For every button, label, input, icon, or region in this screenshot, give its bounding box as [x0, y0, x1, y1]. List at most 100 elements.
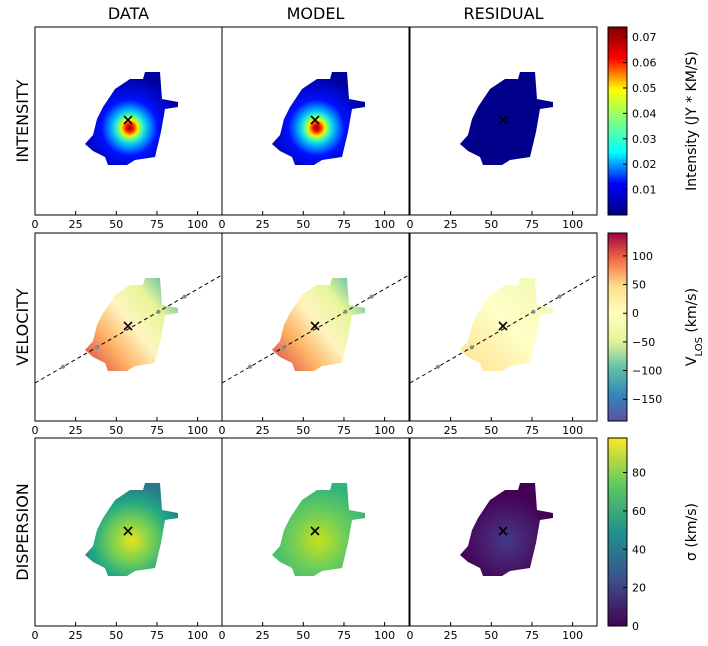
x-tick-label: 50: [296, 629, 310, 642]
center-marker: [123, 321, 133, 331]
row-title: INTENSITY: [13, 79, 32, 162]
sample-dot: [61, 364, 66, 369]
column-title: DATA: [108, 4, 149, 23]
colorbar-label-part: V: [684, 356, 700, 366]
x-tick-label: 25: [444, 218, 458, 231]
colorbar-tick-label: 0.03: [632, 133, 657, 146]
x-tick-label: 75: [150, 424, 164, 437]
x-tick-label: 75: [337, 629, 351, 642]
colorbar-tick-label: 80: [632, 467, 646, 480]
colorbar-tick-label: 50: [632, 279, 646, 292]
x-tick-label: 50: [296, 218, 310, 231]
x-tick-label: 50: [484, 218, 498, 231]
x-tick-label: 100: [374, 218, 395, 231]
colorbar-tick-label: 0: [632, 307, 639, 320]
x-tick-label: 100: [187, 218, 208, 231]
x-tick-label: 25: [256, 629, 270, 642]
sample-dot: [531, 309, 536, 314]
sample-dot: [469, 345, 474, 350]
colorbar-label: Intensity (JY * KM/S): [684, 51, 700, 191]
x-tick-label: 75: [525, 424, 539, 437]
x-tick-label: 50: [484, 424, 498, 437]
row-title: VELOCITY: [13, 288, 32, 366]
colorbar-tick-label: 20: [632, 582, 646, 595]
colorbar-label: σ (km/s): [684, 503, 700, 561]
x-tick-label: 75: [525, 218, 539, 231]
colorbar: [607, 232, 628, 422]
position-angle-line: [409, 274, 598, 384]
colorbar-label-part: Intensity (JY * KM/S): [684, 51, 700, 191]
x-tick-label: 0: [219, 424, 226, 437]
center-marker: [498, 321, 508, 331]
position-angle-line: [34, 274, 223, 384]
map-blob: [272, 72, 365, 165]
center-marker: [498, 526, 508, 536]
x-tick-label: 100: [562, 218, 583, 231]
panel-frame: [409, 437, 598, 627]
center-marker: [310, 115, 320, 125]
x-tick-label: 0: [407, 218, 414, 231]
sample-dot: [343, 309, 348, 314]
colorbar-tick-label: 100: [632, 250, 653, 263]
sample-dot: [248, 364, 253, 369]
center-marker: [123, 526, 133, 536]
column-title: RESIDUAL: [464, 4, 544, 23]
colorbar-label-part: σ (km/s): [684, 503, 700, 561]
x-tick-label: 50: [109, 424, 123, 437]
x-tick-label: 100: [187, 424, 208, 437]
x-tick-label: 0: [219, 218, 226, 231]
x-tick-label: 75: [525, 629, 539, 642]
x-tick-label: 75: [150, 218, 164, 231]
sample-dot: [557, 294, 562, 299]
map-blob: [460, 483, 553, 576]
x-tick-label: 0: [32, 424, 39, 437]
colorbar-tick-label: −50: [632, 336, 655, 349]
colorbar-tick-label: 40: [632, 543, 646, 556]
colorbar-tick-label: 60: [632, 505, 646, 518]
center-marker: [310, 321, 320, 331]
panel-frame: [221, 26, 410, 216]
x-tick-label: 25: [69, 424, 83, 437]
row-title: DISPERSION: [13, 483, 32, 581]
x-tick-label: 0: [407, 629, 414, 642]
colorbar-tick-label: 0.07: [632, 31, 657, 44]
position-angle-line: [221, 274, 410, 384]
colorbar-label: VLOS (km/s): [684, 288, 705, 366]
sample-dot: [281, 345, 286, 350]
x-tick-label: 0: [219, 629, 226, 642]
colorbar: [607, 437, 628, 627]
x-tick-label: 100: [374, 629, 395, 642]
map-blob: [272, 278, 365, 371]
colorbar-tick-label: 0.06: [632, 57, 657, 70]
x-tick-label: 50: [484, 629, 498, 642]
map-blob: [460, 278, 553, 371]
x-tick-label: 50: [296, 424, 310, 437]
x-tick-label: 25: [256, 424, 270, 437]
colorbar-label-part: LOS: [694, 337, 705, 356]
panel-frame: [409, 26, 598, 216]
colorbar-tick-label: 0: [632, 620, 639, 633]
x-tick-label: 50: [109, 629, 123, 642]
panel-frame: [221, 437, 410, 627]
colorbar-tick-label: 0.01: [632, 184, 657, 197]
x-tick-label: 25: [69, 629, 83, 642]
colorbar-tick-label: −100: [632, 365, 662, 378]
sample-dot: [156, 309, 161, 314]
colorbar: [607, 26, 628, 216]
sample-dot: [182, 294, 187, 299]
column-title: MODEL: [287, 4, 345, 23]
x-tick-label: 100: [374, 424, 395, 437]
sample-dot: [94, 345, 99, 350]
x-tick-label: 25: [444, 629, 458, 642]
x-tick-label: 100: [562, 629, 583, 642]
x-tick-label: 0: [32, 218, 39, 231]
x-tick-label: 75: [337, 424, 351, 437]
colorbar-tick-label: −150: [632, 393, 662, 406]
x-tick-label: 75: [337, 218, 351, 231]
map-blob: [85, 483, 178, 576]
map-blob: [85, 72, 178, 165]
x-tick-label: 50: [109, 218, 123, 231]
x-tick-label: 0: [32, 629, 39, 642]
panel-frame: [409, 232, 598, 422]
